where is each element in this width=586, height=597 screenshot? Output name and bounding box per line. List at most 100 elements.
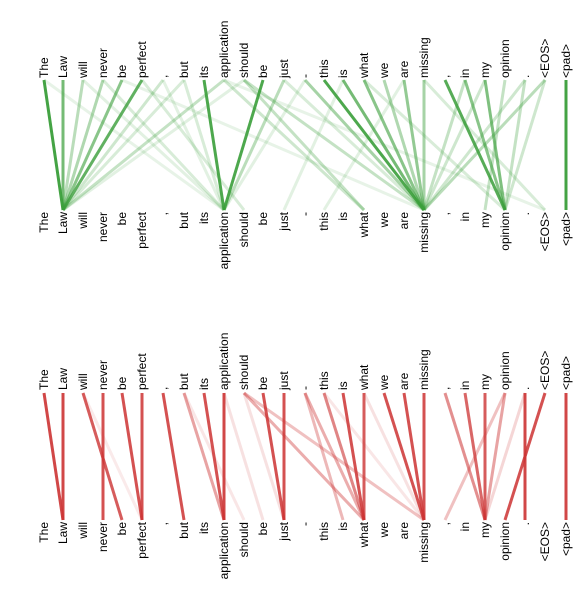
target-token-label: never xyxy=(96,522,110,552)
target-token-label: Law xyxy=(56,212,70,234)
attention-edge xyxy=(402,79,426,211)
source-token-label: this xyxy=(317,59,331,78)
source-token-label: , xyxy=(156,75,170,78)
attention-edge xyxy=(242,391,366,522)
target-token-label: be xyxy=(115,522,129,536)
source-token-label: in xyxy=(458,69,472,78)
target-token-label: application xyxy=(217,212,231,269)
attention-edge xyxy=(362,79,426,211)
target-token-label: <EOS> xyxy=(538,212,552,251)
source-token-label: - xyxy=(298,386,312,390)
attention-edge xyxy=(61,79,105,211)
source-token-label: The xyxy=(37,369,51,390)
source-token-label: its xyxy=(197,378,211,390)
attention-edge xyxy=(222,79,307,211)
target-token-label: . xyxy=(518,522,532,525)
attention-edge xyxy=(121,78,425,212)
source-token-label: but xyxy=(177,61,191,78)
attention-edge xyxy=(61,78,186,212)
source-token-label: . xyxy=(518,387,532,390)
source-token-label: my xyxy=(478,374,492,390)
attention-edge xyxy=(322,79,406,211)
source-token-label: but xyxy=(177,373,191,390)
attention-edge xyxy=(161,79,226,211)
source-token-label: will xyxy=(76,373,90,391)
source-token-label: opinion xyxy=(498,39,512,78)
attention-edge xyxy=(341,392,366,521)
target-token-label: perfect xyxy=(135,521,149,558)
target-token-label: , xyxy=(156,522,170,525)
attention-edge xyxy=(61,79,85,211)
target-token-label: be xyxy=(256,212,270,226)
source-token-label: The xyxy=(37,57,51,78)
target-token-label: , xyxy=(156,212,170,215)
source-token-label: should xyxy=(237,355,251,390)
target-token-label: my xyxy=(478,212,492,228)
target-token-label: The xyxy=(37,212,51,233)
source-token-label: <pad> xyxy=(559,356,573,390)
source-token-label: this xyxy=(317,371,331,390)
attention-edge xyxy=(261,392,286,521)
attention-edge xyxy=(483,392,507,521)
source-token-label: my xyxy=(478,62,492,78)
target-token-label: The xyxy=(37,522,51,543)
attention-edge xyxy=(443,79,507,211)
source-token-label: are xyxy=(397,372,411,390)
attention-edge xyxy=(303,392,345,521)
target-token-label: but xyxy=(177,521,191,538)
attention-edge xyxy=(161,392,186,521)
source-token-label: <EOS> xyxy=(538,39,552,78)
source-token-label: be xyxy=(256,64,270,78)
attention-edge xyxy=(222,78,366,212)
attention-panel-red: The Law will never be perfect, but its applicati… xyxy=(37,333,573,580)
target-token-label: Law xyxy=(56,522,70,544)
target-token-label: is xyxy=(336,522,350,531)
source-token-label: will xyxy=(76,61,90,79)
source-token-label: never xyxy=(96,360,110,390)
attention-edge xyxy=(322,79,426,211)
target-token-label: in xyxy=(458,212,472,221)
attention-edge xyxy=(402,392,426,521)
source-token-label: what xyxy=(357,52,371,79)
target-token-label: , xyxy=(438,522,452,525)
source-token-label: Law xyxy=(56,56,70,78)
target-token-label: in xyxy=(458,522,472,531)
target-token-label: this xyxy=(317,212,331,231)
target-token-label: will xyxy=(76,212,90,230)
target-token-label: this xyxy=(317,522,331,541)
source-token-label: never xyxy=(96,48,110,78)
attention-edge xyxy=(243,78,425,212)
attention-edge xyxy=(222,79,265,211)
attention-edge xyxy=(61,79,165,211)
target-token-label: we xyxy=(377,522,391,539)
attention-edge xyxy=(483,79,507,211)
attention-edge xyxy=(61,79,124,211)
target-token-label: its xyxy=(197,522,211,534)
attention-edge xyxy=(62,78,245,212)
attention-edge xyxy=(282,79,345,211)
attention-edge xyxy=(282,78,426,212)
attention-edge xyxy=(42,79,65,211)
source-token-label: perfect xyxy=(135,353,149,390)
source-token-label: should xyxy=(237,43,251,78)
source-token-label: missing xyxy=(417,37,431,78)
attention-edge xyxy=(101,78,226,212)
attention-edge xyxy=(422,79,487,211)
attention-edge xyxy=(222,79,286,211)
target-token-label: but xyxy=(177,211,191,228)
attention-edge xyxy=(422,79,467,211)
attention-edge xyxy=(202,392,226,521)
target-token-label: opinion xyxy=(498,522,512,561)
source-token-label: application xyxy=(217,21,231,78)
attention-edge xyxy=(463,392,487,521)
attention-edge xyxy=(463,79,507,211)
target-token-label: my xyxy=(478,522,492,538)
source-token-label: <EOS> xyxy=(538,351,552,390)
source-token-label: . xyxy=(518,75,532,78)
target-token-label: application xyxy=(217,522,231,579)
attention-edge xyxy=(243,391,425,522)
attention-edge xyxy=(43,78,225,212)
target-token-label: just xyxy=(277,521,291,541)
target-token-label: should xyxy=(237,522,251,557)
attention-edge xyxy=(443,392,487,521)
